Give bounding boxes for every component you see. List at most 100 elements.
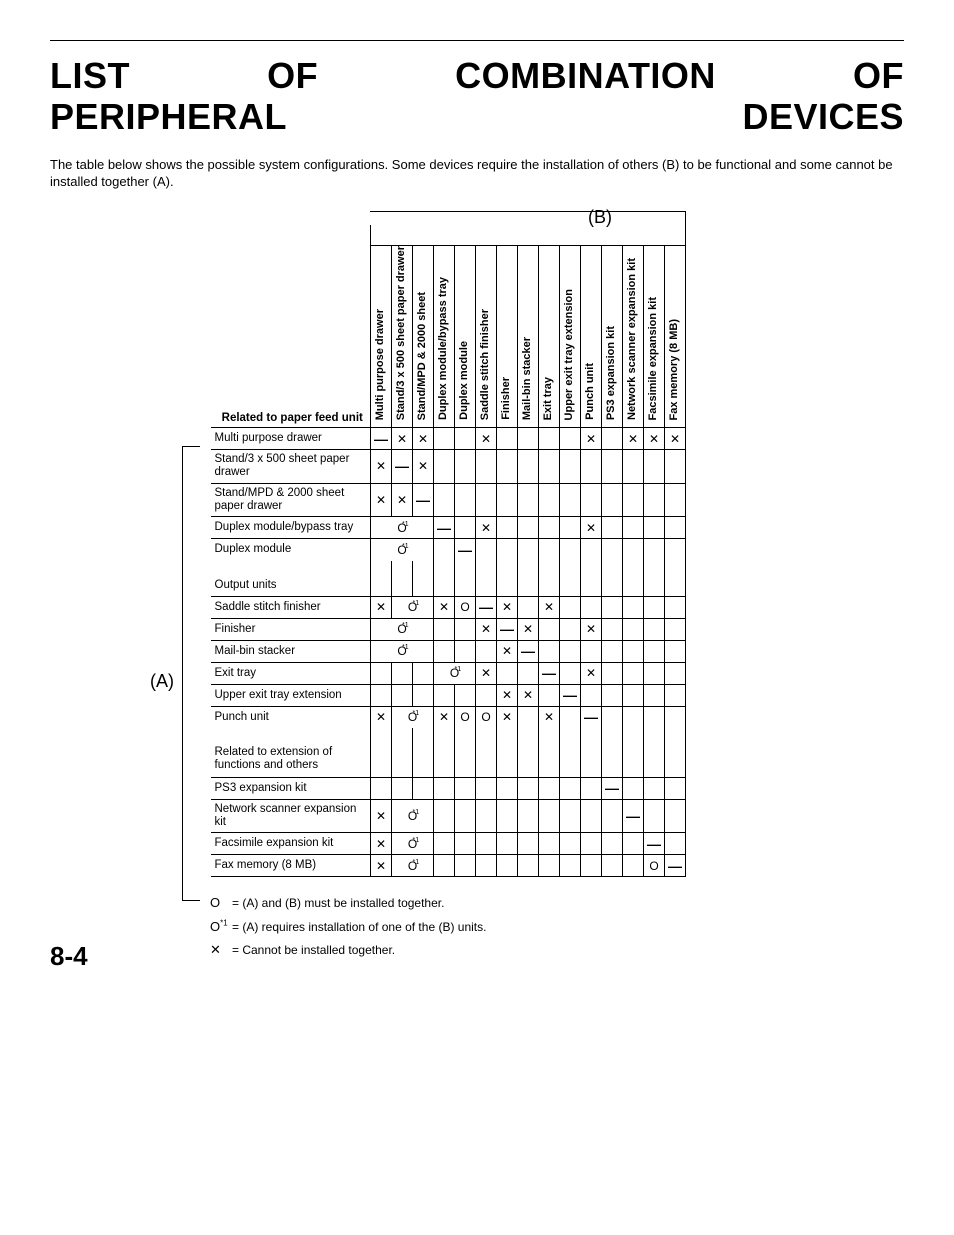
title-line-1: LIST OF COMBINATION OF	[50, 55, 904, 96]
cell	[644, 561, 665, 597]
section-header: Related to extension of functions and ot…	[211, 728, 371, 777]
column-header: Finisher	[497, 245, 518, 427]
cell	[434, 777, 455, 799]
cell	[560, 706, 581, 728]
legend-text: = Cannot be installed together.	[232, 940, 395, 962]
legend-text: = (A) and (B) must be installed together…	[232, 893, 444, 915]
cell: ✕	[392, 483, 413, 516]
cell	[497, 662, 518, 684]
cell	[602, 662, 623, 684]
cell	[581, 777, 602, 799]
cell	[518, 662, 539, 684]
cell	[665, 618, 686, 640]
row-label: Saddle stitch finisher	[211, 596, 371, 618]
cell	[518, 483, 539, 516]
cell	[434, 799, 455, 832]
cell: O	[371, 539, 434, 561]
cell: O	[644, 855, 665, 877]
cell	[560, 799, 581, 832]
cell	[602, 640, 623, 662]
cell	[644, 618, 665, 640]
column-header: Facsimile expansion kit	[644, 245, 665, 427]
cell	[665, 833, 686, 855]
cell	[497, 855, 518, 877]
cell	[497, 450, 518, 483]
cell: —	[413, 483, 434, 516]
cell	[455, 799, 476, 832]
cell: ✕	[581, 662, 602, 684]
cell: ✕	[518, 684, 539, 706]
row-label: PS3 expansion kit	[211, 777, 371, 799]
cell	[539, 833, 560, 855]
cell	[413, 684, 434, 706]
cell: —	[581, 706, 602, 728]
column-header: Stand/3 x 500 sheet paper drawer	[392, 245, 413, 427]
a-bracket	[182, 446, 200, 901]
cell: O	[371, 517, 434, 539]
cell	[644, 777, 665, 799]
page: LIST OF COMBINATION OF PERIPHERAL DEVICE…	[0, 0, 954, 992]
cell	[476, 539, 497, 561]
section-header: Output units	[211, 561, 371, 597]
cell	[413, 777, 434, 799]
cell: —	[392, 450, 413, 483]
cell	[518, 596, 539, 618]
cell: ✕	[371, 706, 392, 728]
cell: ✕	[623, 428, 644, 450]
cell	[476, 799, 497, 832]
cell	[434, 450, 455, 483]
cell: ✕	[371, 833, 392, 855]
cell	[560, 618, 581, 640]
cell	[602, 833, 623, 855]
cell	[392, 728, 413, 777]
cell	[434, 483, 455, 516]
cell	[560, 640, 581, 662]
table-row: Facsimile expansion kit✕O—	[211, 833, 686, 855]
cell	[371, 777, 392, 799]
cell	[581, 561, 602, 597]
cell: O	[371, 640, 434, 662]
cell	[602, 539, 623, 561]
cell: ✕	[434, 596, 455, 618]
cell	[602, 483, 623, 516]
column-header: Upper exit tray extension	[560, 245, 581, 427]
cell	[518, 833, 539, 855]
cell: ✕	[581, 517, 602, 539]
cell	[644, 640, 665, 662]
legend-row: O*1 = (A) requires installation of one o…	[210, 915, 904, 939]
cell	[665, 596, 686, 618]
cell	[392, 561, 413, 597]
cell: —	[623, 799, 644, 832]
cell: ✕	[497, 706, 518, 728]
cell	[539, 428, 560, 450]
b-bracket	[371, 211, 686, 225]
cell	[455, 561, 476, 597]
cell	[413, 561, 434, 597]
legend-row: O = (A) and (B) must be installed togeth…	[210, 891, 904, 915]
page-number: 8-4	[50, 941, 88, 972]
cell	[518, 777, 539, 799]
column-header: Punch unit	[581, 245, 602, 427]
row-label: Upper exit tray extension	[211, 684, 371, 706]
table-row: Fax memory (8 MB)✕OO—	[211, 855, 686, 877]
cell	[518, 855, 539, 877]
legend-symbol: O	[210, 891, 228, 914]
cell	[455, 618, 476, 640]
cell	[518, 428, 539, 450]
cell	[623, 483, 644, 516]
cell	[623, 618, 644, 640]
cell: —	[560, 684, 581, 706]
cell	[497, 799, 518, 832]
cell	[476, 684, 497, 706]
cell	[665, 561, 686, 597]
cell	[602, 706, 623, 728]
cell	[560, 539, 581, 561]
cell	[434, 855, 455, 877]
cell: ✕	[371, 596, 392, 618]
cell	[581, 799, 602, 832]
table-row: Punch unit✕O✕OO✕✕—	[211, 706, 686, 728]
cell	[623, 517, 644, 539]
cell	[371, 561, 392, 597]
cell	[644, 483, 665, 516]
cell	[602, 596, 623, 618]
